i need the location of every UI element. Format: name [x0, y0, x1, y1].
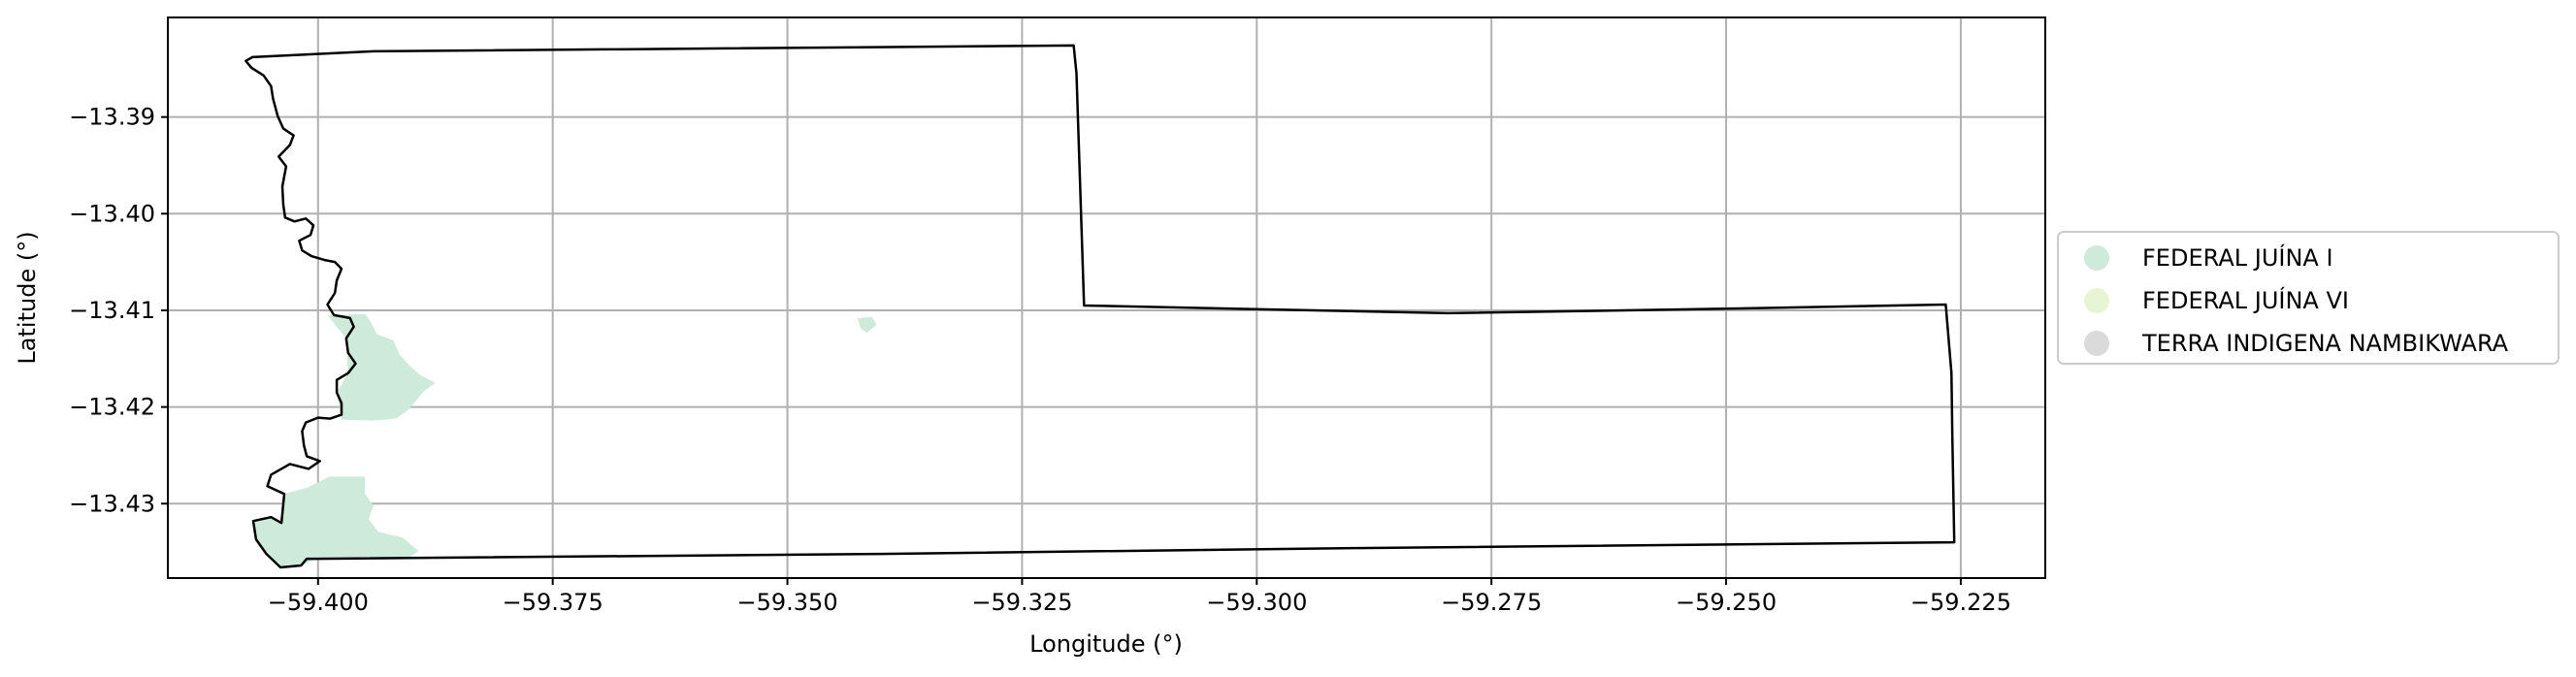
- y-axis-ticks: −13.39 −13.40 −13.41 −13.42 −13.43: [69, 104, 168, 517]
- legend-marker-2: [2084, 331, 2109, 356]
- y-tick-label-3: −13.42: [69, 394, 155, 421]
- region-polygon-0-0: [327, 313, 436, 421]
- boundary-polygon: [245, 44, 1956, 569]
- x-tick-label-5: −59.275: [1441, 589, 1542, 616]
- x-tick-label-6: −59.250: [1676, 589, 1777, 616]
- y-axis-label: Latitude (°): [14, 231, 41, 364]
- legend-label-1: FEDERAL JUÍNA VI: [2142, 286, 2349, 314]
- x-tick-label-1: −59.375: [503, 589, 603, 616]
- region-polygon-0-2: [858, 316, 877, 333]
- legend-frame: [2057, 231, 2560, 365]
- plot-frame: [167, 16, 2046, 579]
- y-tick-label-1: −13.40: [69, 200, 155, 227]
- x-tick-label-7: −59.225: [1910, 589, 2011, 616]
- legend: FEDERAL JUÍNA I FEDERAL JUÍNA VI TERRA IND…: [2057, 231, 2560, 365]
- legend-label-2: TERRA INDIGENA NAMBIKWARA: [2141, 330, 2509, 357]
- x-tick-label-2: −59.350: [737, 589, 838, 616]
- legend-label-0: FEDERAL JUÍNA I: [2142, 243, 2333, 272]
- grid-lines: [168, 17, 2045, 578]
- legend-marker-1: [2084, 288, 2109, 313]
- x-tick-label-3: −59.325: [971, 589, 1072, 616]
- y-tick-label-2: −13.41: [69, 297, 155, 324]
- boundary-outline: [245, 44, 1956, 569]
- legend-marker-0: [2084, 245, 2109, 271]
- region-polygon-0-1: [253, 476, 419, 567]
- y-tick-label-4: −13.43: [69, 490, 155, 517]
- legend-entries: FEDERAL JUÍNA I FEDERAL JUÍNA VI TERRA IND…: [2084, 243, 2509, 357]
- region-polygons: [253, 313, 877, 567]
- x-tick-label-0: −59.400: [268, 589, 369, 616]
- y-tick-label-0: −13.39: [69, 104, 155, 131]
- x-tick-label-4: −59.300: [1206, 589, 1307, 616]
- x-axis-ticks: −59.400 −59.375 −59.350 −59.325 −59.300 −59.2…: [268, 578, 2011, 616]
- x-axis-label: Longitude (°): [1029, 630, 1183, 658]
